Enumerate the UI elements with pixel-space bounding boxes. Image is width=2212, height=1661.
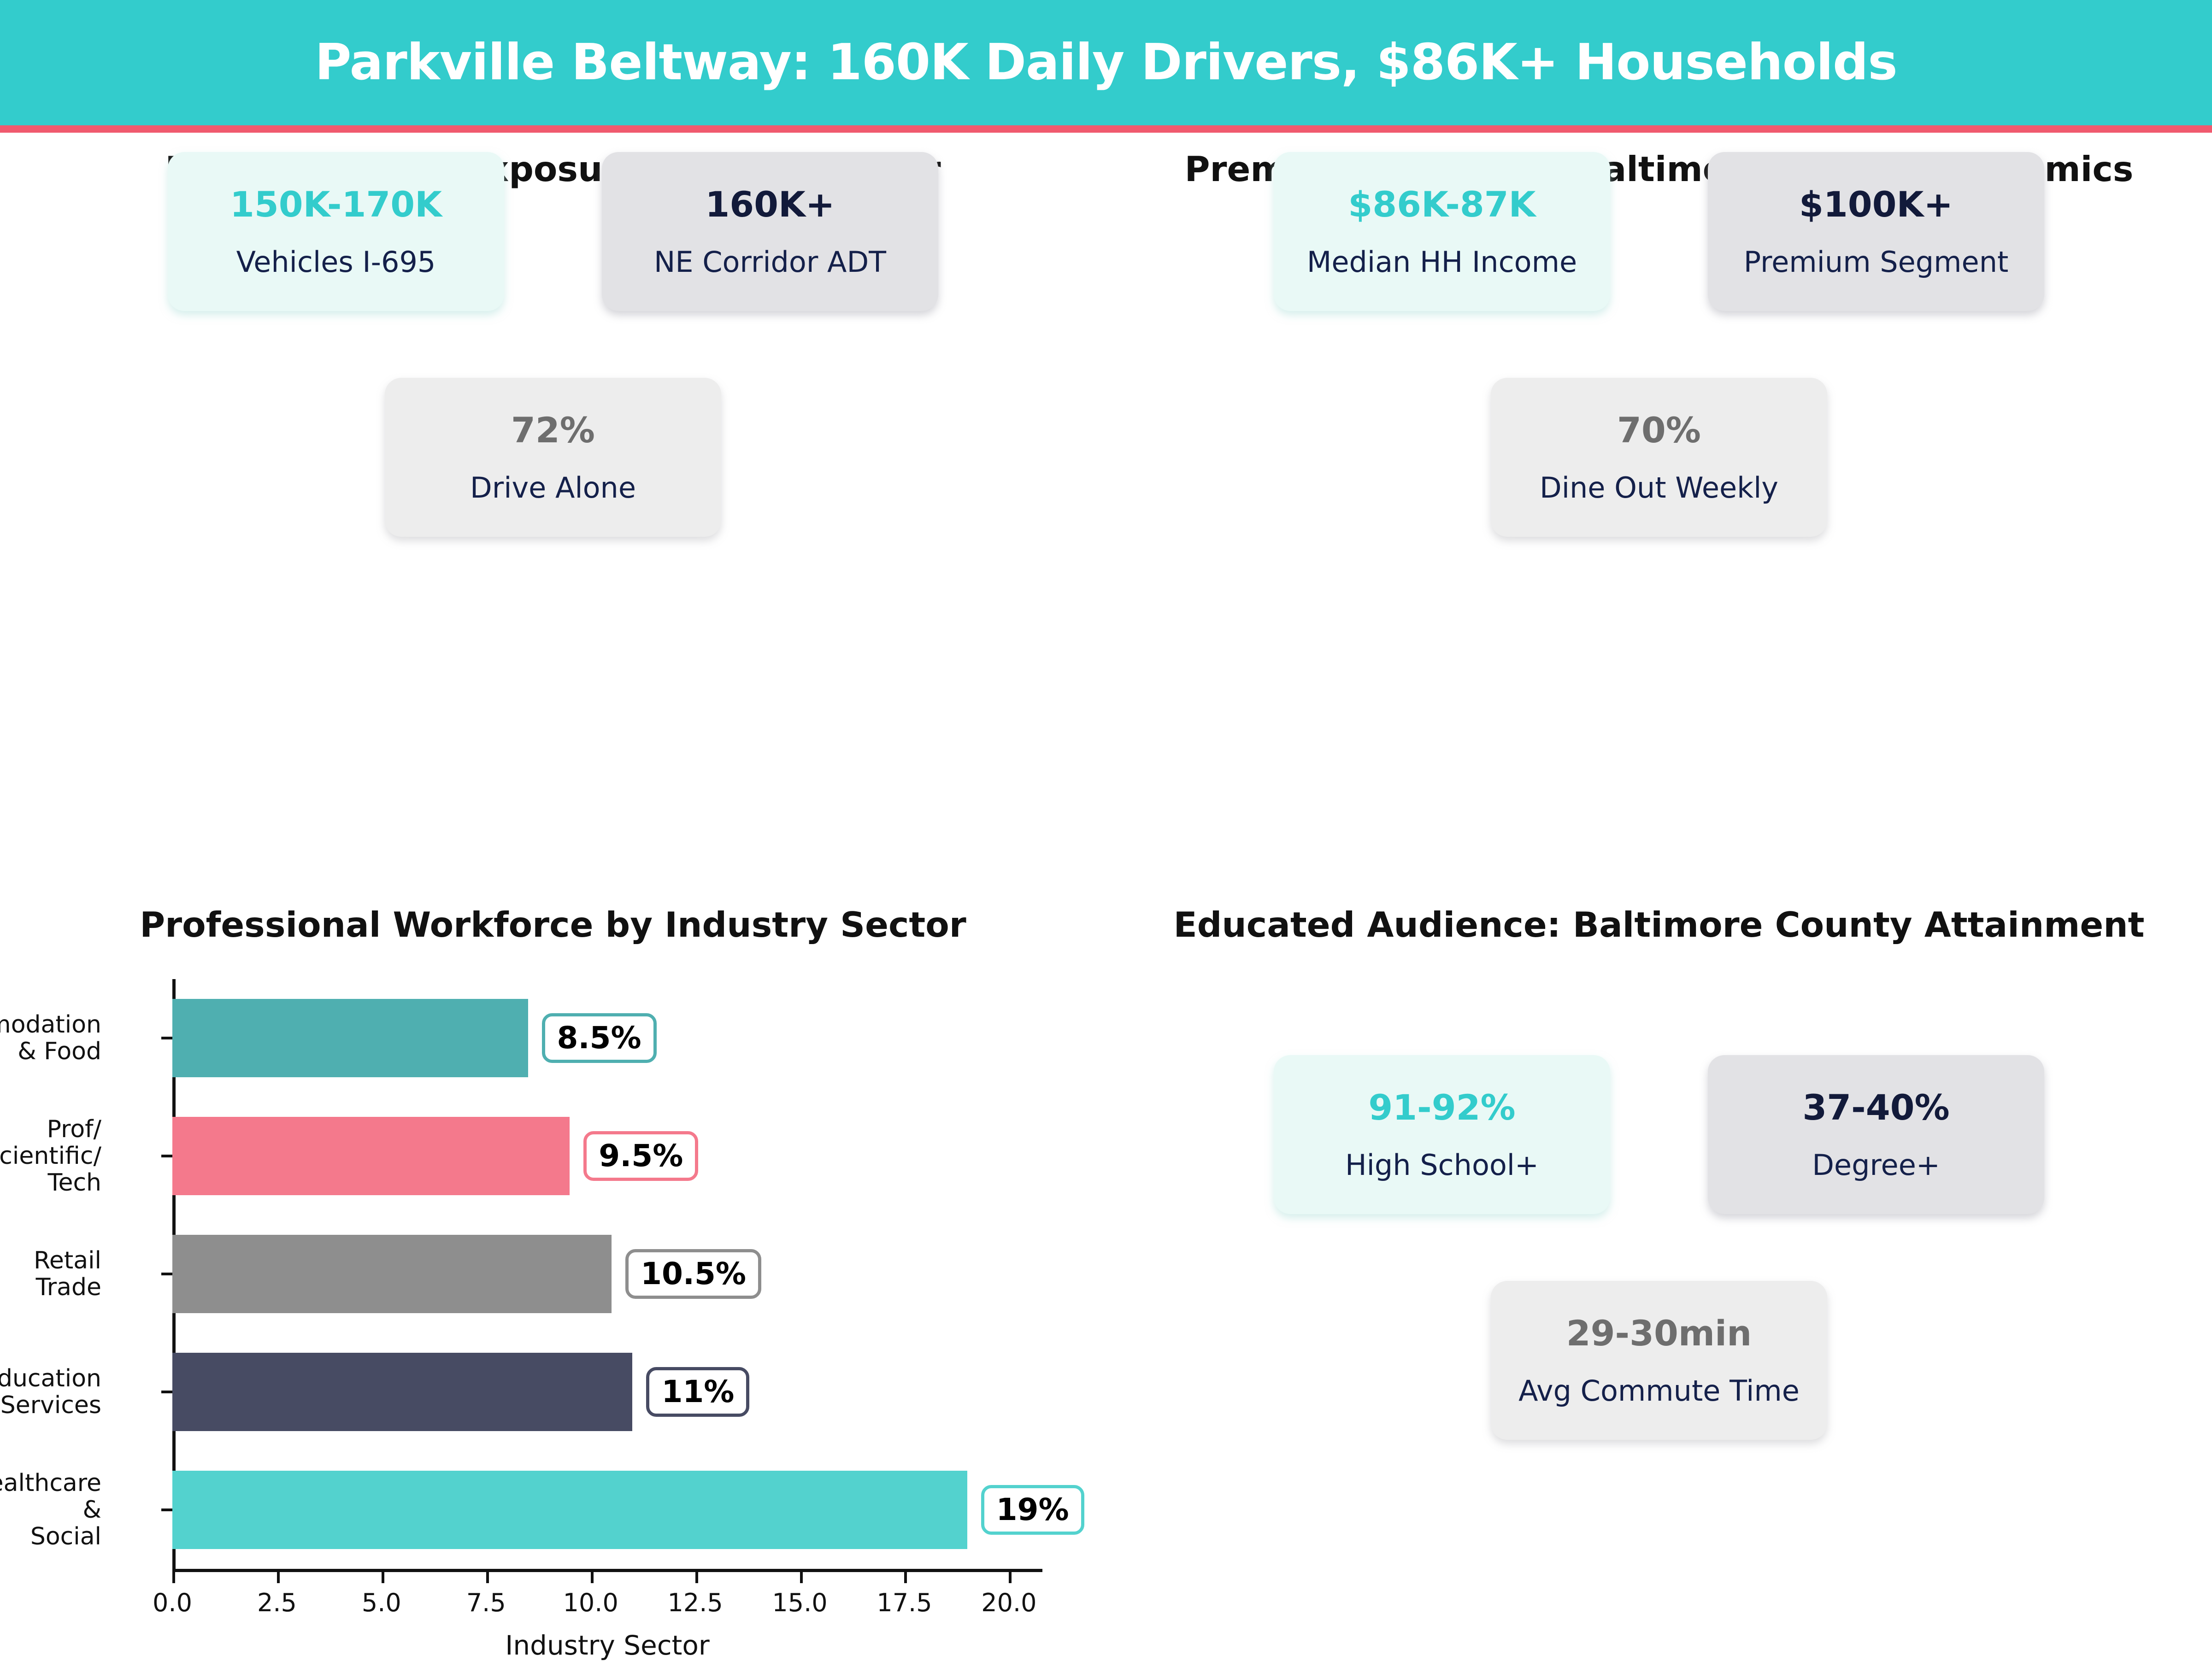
category-label: Education Services (0, 1365, 101, 1420)
x-axis-tick-label: 17.5 (877, 1588, 932, 1617)
bar-row: 19% (172, 1471, 1084, 1549)
kpi-value: $86K-87K (1348, 183, 1536, 225)
x-axis-tick (695, 1572, 698, 1583)
kpi-row-secondary: 29-30min Avg Commute Time (1106, 1281, 2212, 1440)
bar-row: 9.5% (172, 1117, 699, 1195)
header-banner: Parkville Beltway: 160K Daily Drivers, $… (0, 0, 2212, 125)
kpi-row-primary: 91-92% High School+ 37-40% Degree+ (1106, 1055, 2212, 1214)
kpi-cluster-top-left: 150K-170K Vehicles I-695 160K+ NE Corrid… (0, 152, 1106, 537)
x-axis-title: Industry Sector (505, 1630, 710, 1661)
kpi-card-high-school[interactable]: 91-92% High School+ (1274, 1055, 1610, 1214)
kpi-label: Degree+ (1812, 1148, 1940, 1182)
x-axis-tick-label: 10.0 (563, 1588, 618, 1617)
bar-row: 10.5% (172, 1235, 762, 1313)
kpi-label: Premium Segment (1743, 245, 2009, 279)
bar-data-label: 11% (646, 1367, 750, 1417)
x-axis-tick (381, 1572, 384, 1583)
x-axis-tick-label: 7.5 (466, 1588, 506, 1617)
kpi-value: 91-92% (1368, 1086, 1516, 1128)
x-axis-tick (904, 1572, 907, 1583)
kpi-label: NE Corridor ADT (653, 245, 887, 279)
y-axis-tick (161, 1155, 172, 1157)
bar-data-label: 8.5% (541, 1013, 657, 1063)
kpi-row-secondary: 70% Dine Out Weekly (1106, 378, 2212, 537)
x-axis-tick (172, 1572, 175, 1583)
kpi-value: 70% (1617, 409, 1701, 451)
x-axis-tick-label: 5.0 (361, 1588, 401, 1617)
bar-rect (172, 1353, 633, 1431)
x-axis-tick-label: 20.0 (981, 1588, 1037, 1617)
bar-rect (172, 1235, 612, 1313)
kpi-value: $100K+ (1799, 183, 1953, 225)
x-axis-tick-label: 15.0 (772, 1588, 828, 1617)
kpi-card-dine-out-weekly[interactable]: 70% Dine Out Weekly (1491, 378, 1827, 537)
category-label: Prof/ Scientific/ Tech (0, 1115, 101, 1197)
y-axis-tick (161, 1391, 172, 1393)
kpi-card-drive-alone[interactable]: 72% Drive Alone (385, 378, 721, 537)
kpi-row-primary: 150K-170K Vehicles I-695 160K+ NE Corrid… (0, 152, 1106, 311)
panel-professional-workforce: Professional Workforce by Industry Secto… (0, 908, 1106, 1645)
x-axis-tick (590, 1572, 594, 1583)
x-axis-tick-label: 12.5 (667, 1588, 723, 1617)
kpi-label: Drive Alone (470, 470, 636, 505)
category-label: Retail Trade (34, 1247, 101, 1302)
kpi-card-median-hh-income[interactable]: $86K-87K Median HH Income (1274, 152, 1610, 311)
industry-sector-bar-chart: 8.5% 9.5% 10.5% 11% 19% Accommodation & Food… (0, 961, 1106, 1661)
kpi-card-avg-commute-time[interactable]: 29-30min Avg Commute Time (1491, 1281, 1827, 1440)
bar-data-label: 9.5% (583, 1131, 699, 1181)
panel-educated-audience: Educated Audience: Baltimore County Atta… (1106, 908, 2212, 1645)
y-axis-tick (161, 1037, 172, 1039)
category-label: Healthcare & Social (0, 1469, 101, 1550)
kpi-label: Dine Out Weekly (1539, 470, 1778, 505)
kpi-label: Avg Commute Time (1518, 1373, 1800, 1408)
category-label: Accommodation & Food (0, 1011, 101, 1066)
bar-rect (172, 999, 528, 1077)
x-axis-tick-label: 2.5 (257, 1588, 297, 1617)
kpi-value: 150K-170K (229, 183, 442, 225)
x-axis-tick (800, 1572, 803, 1583)
bar-data-label: 10.5% (625, 1249, 762, 1299)
kpi-row-secondary: 72% Drive Alone (0, 378, 1106, 537)
kpi-row-primary: $86K-87K Median HH Income $100K+ Premium… (1106, 152, 2212, 311)
x-axis-tick (1009, 1572, 1012, 1583)
kpi-card-vehicles-i695[interactable]: 150K-170K Vehicles I-695 (168, 152, 504, 311)
x-axis-tick (486, 1572, 489, 1583)
kpi-card-ne-corridor-adt[interactable]: 160K+ NE Corridor ADT (602, 152, 938, 311)
bar-row: 8.5% (172, 999, 657, 1077)
kpi-value: 29-30min (1566, 1312, 1752, 1354)
x-axis-tick (276, 1572, 280, 1583)
bar-row: 11% (172, 1353, 750, 1431)
kpi-cluster-top-right: $86K-87K Median HH Income $100K+ Premium… (1106, 152, 2212, 537)
kpi-value: 160K+ (705, 183, 835, 225)
kpi-label: High School+ (1345, 1148, 1539, 1182)
kpi-value: 37-40% (1802, 1086, 1950, 1128)
kpi-cluster-bottom-right: 91-92% High School+ 37-40% Degree+ 29-30… (1106, 1055, 2212, 1440)
page-title: Parkville Beltway: 160K Daily Drivers, $… (315, 34, 1897, 91)
kpi-value: 72% (511, 409, 595, 451)
kpi-label: Vehicles I-695 (236, 245, 436, 279)
bar-data-label: 19% (981, 1485, 1084, 1535)
kpi-card-degree[interactable]: 37-40% Degree+ (1708, 1055, 2044, 1214)
panel-title-bottom-right: Educated Audience: Baltimore County Atta… (1173, 904, 2145, 945)
header-accent-stripe (0, 125, 2212, 133)
kpi-card-premium-segment[interactable]: $100K+ Premium Segment (1708, 152, 2044, 311)
y-axis-tick (161, 1273, 172, 1275)
x-axis-tick-label: 0.0 (153, 1588, 192, 1617)
bar-rect (172, 1117, 570, 1195)
kpi-label: Median HH Income (1306, 245, 1577, 279)
y-axis-tick (161, 1508, 172, 1511)
x-axis-line (172, 1569, 1042, 1572)
bar-rect (172, 1471, 967, 1549)
panel-title-bottom-left: Professional Workforce by Industry Secto… (140, 904, 966, 945)
